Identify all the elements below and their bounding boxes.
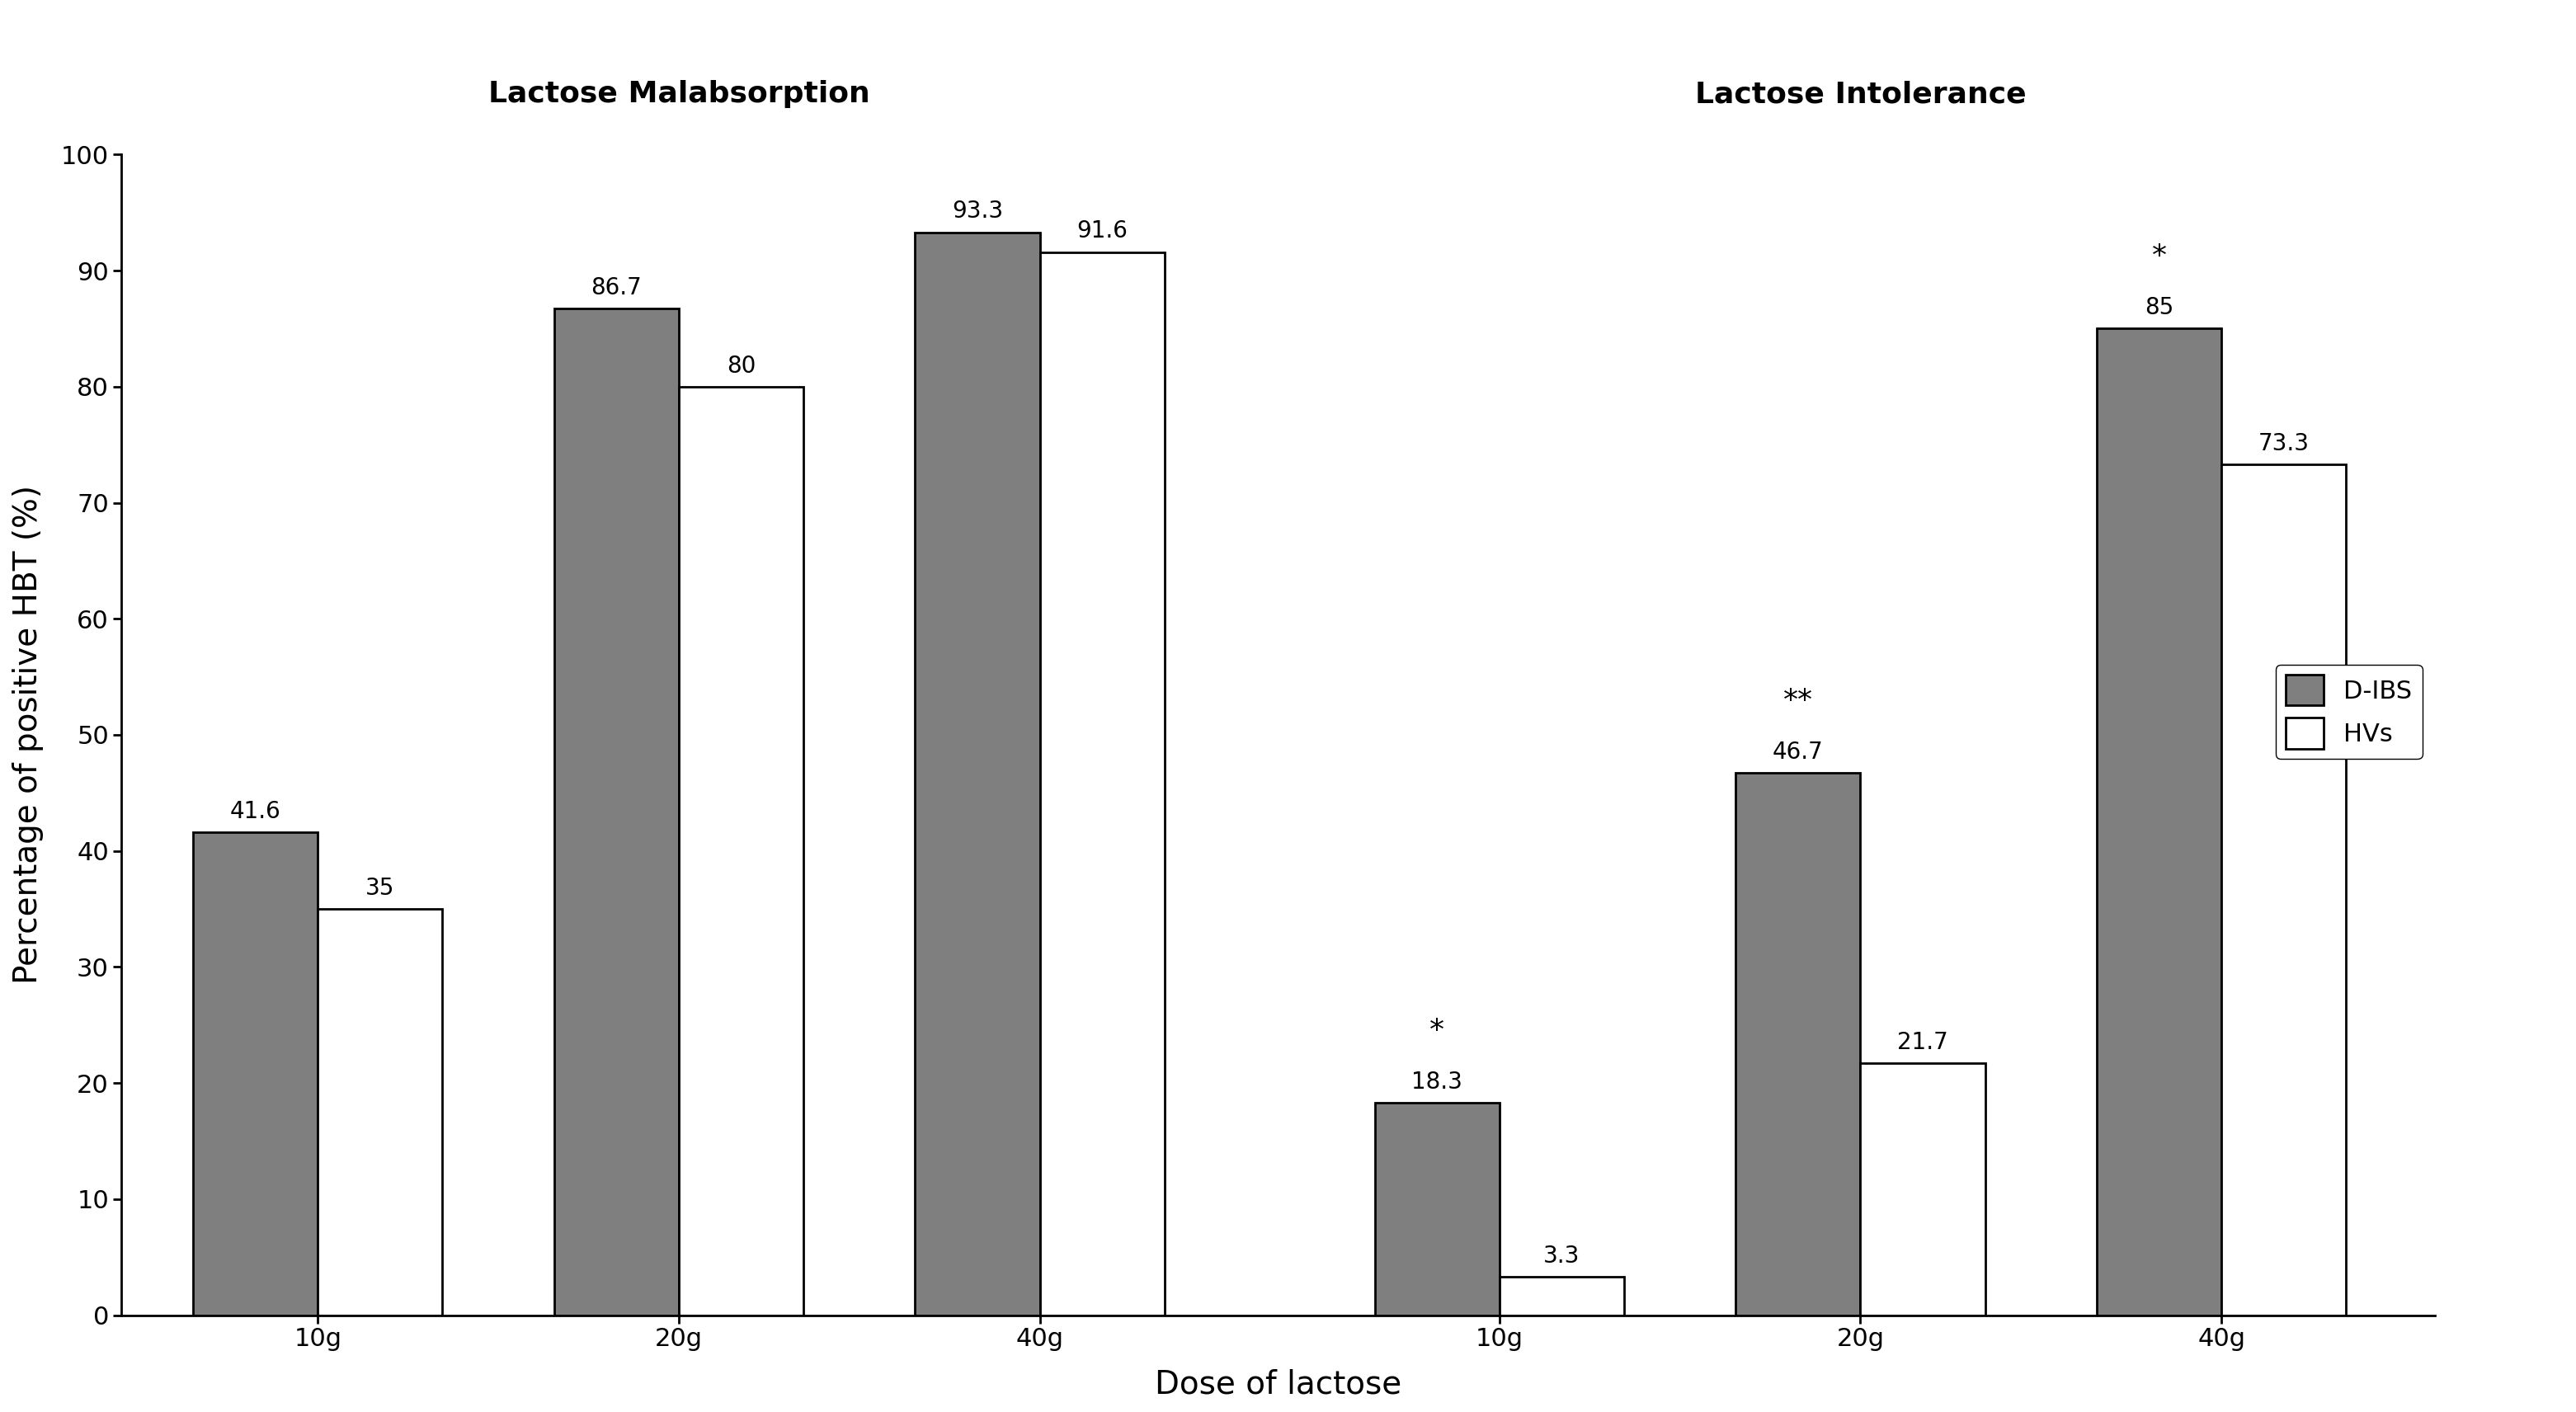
- Text: 93.3: 93.3: [953, 201, 1002, 223]
- Text: 46.7: 46.7: [1772, 741, 1824, 764]
- X-axis label: Dose of lactose: Dose of lactose: [1154, 1368, 1401, 1399]
- Bar: [554, 309, 680, 1315]
- Text: 91.6: 91.6: [1077, 220, 1128, 243]
- Text: 35: 35: [366, 877, 394, 899]
- Bar: [2221, 465, 2347, 1315]
- Bar: [680, 387, 804, 1315]
- Text: 18.3: 18.3: [1412, 1070, 1463, 1093]
- Text: 80: 80: [726, 354, 755, 377]
- Text: Lactose Malabsorption: Lactose Malabsorption: [487, 80, 871, 109]
- Text: 85: 85: [2146, 297, 2174, 319]
- Bar: [1860, 1063, 1986, 1315]
- Text: **: **: [1783, 688, 1814, 714]
- Text: *: *: [2151, 243, 2166, 271]
- Text: 86.7: 86.7: [590, 277, 641, 299]
- Text: 3.3: 3.3: [1543, 1244, 1579, 1268]
- Legend: D-IBS, HVs: D-IBS, HVs: [2275, 665, 2421, 758]
- Bar: [193, 832, 317, 1315]
- Bar: [914, 232, 1041, 1315]
- Text: *: *: [1430, 1017, 1445, 1045]
- Bar: [317, 909, 443, 1315]
- Bar: [1499, 1276, 1623, 1315]
- Bar: [2097, 329, 2221, 1315]
- Text: 73.3: 73.3: [2259, 432, 2311, 455]
- Bar: [1736, 774, 1860, 1315]
- Bar: [1376, 1103, 1499, 1315]
- Bar: [1041, 251, 1164, 1315]
- Text: 21.7: 21.7: [1899, 1031, 1947, 1053]
- Y-axis label: Percentage of positive HBT (%): Percentage of positive HBT (%): [13, 486, 44, 984]
- Text: 41.6: 41.6: [229, 801, 281, 823]
- Text: Lactose Intolerance: Lactose Intolerance: [1695, 80, 2027, 109]
